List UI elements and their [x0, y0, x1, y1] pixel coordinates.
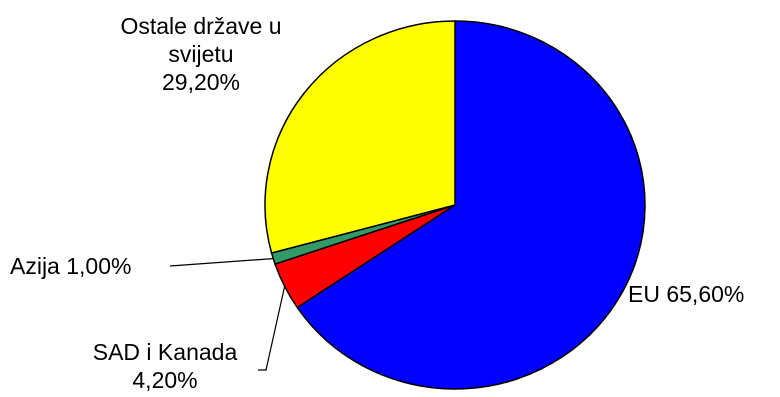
slice-label-ostale-value: 29,20% [161, 69, 240, 95]
slice-label-ostale-line1: Ostale države u [120, 13, 282, 39]
slice-label-sad-line1: SAD i Kanada [92, 339, 238, 365]
slice-label-ostale-line2: svijetu [168, 41, 234, 67]
pie-slice-ostale-dr-ave-u-svijetu [264, 20, 456, 254]
slice-label-ostale: Ostale države u svijetu 29,20% [86, 12, 316, 96]
leader-lines [169, 258, 286, 371]
slice-label-sad-value: 4,20% [132, 367, 198, 393]
pie-slices [264, 20, 646, 390]
slice-label-azija: Azija 1,00% [10, 253, 132, 279]
leader-line-azija [169, 258, 274, 267]
leader-line-sad-kanada [258, 286, 286, 371]
slice-label-eu: EU 65,60% [628, 281, 745, 307]
slice-label-sad-kanada: SAD i Kanada 4,20% [60, 338, 270, 394]
pie-slice-eu [296, 20, 646, 390]
